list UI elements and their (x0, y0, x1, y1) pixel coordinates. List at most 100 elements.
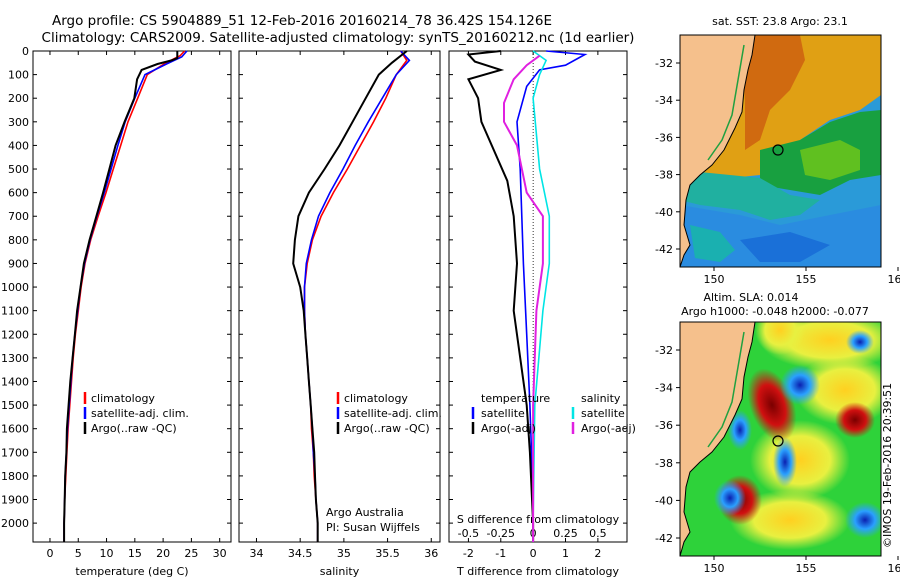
series-s-argo-adj- (504, 56, 543, 542)
diff-legend-s-argo: Argo(-adj) (581, 422, 636, 435)
x-tick-label: 10 (100, 547, 114, 560)
y-tick-label: 900 (8, 257, 29, 270)
x-tick-label: 0 (46, 547, 53, 560)
sst-map-title: sat. SST: 23.8 Argo: 23.1 (712, 15, 848, 28)
top-tick-label: 0.5 (589, 527, 607, 540)
x-tick-label: -1 (495, 547, 506, 560)
top-tick-label: -0.25 (487, 527, 515, 540)
sal-legend-satellite: satellite-adj. clim. (344, 407, 442, 420)
y-tick-label: 700 (8, 210, 29, 223)
series-satellite (64, 51, 187, 542)
x-tick-label: 5 (75, 547, 82, 560)
lat-tick-label: -36 (655, 419, 673, 432)
y-tick-label: 1100 (1, 305, 29, 318)
y-tick-label: 800 (8, 234, 29, 247)
lat-tick-label: -32 (655, 344, 673, 357)
credit-pi: PI: Susan Wijffels (326, 521, 420, 534)
lat-tick-label: -40 (655, 494, 673, 507)
x-axis-label: salinity (320, 565, 360, 578)
x-tick-label: 20 (156, 547, 170, 560)
y-tick-label: 400 (8, 139, 29, 152)
salinity-panel: 34 34.5 35 35.5 36 salinity (239, 51, 440, 578)
sla-map-title-1: Altim. SLA: 0.014 (703, 291, 798, 304)
sla-map: Altim. SLA: 0.014 Argo h1000: -0.048 h20… (655, 291, 900, 575)
y-tick-label: 2000 (1, 517, 29, 530)
x-tick-label: 35 (337, 547, 351, 560)
x-tick-label: 1 (562, 547, 569, 560)
series-t-argo-adj- (468, 51, 533, 542)
x-tick-label: -2 (463, 547, 474, 560)
y-tick-label: 1000 (1, 281, 29, 294)
y-tick-label: 100 (8, 69, 29, 82)
salinity-legend: climatology satellite-adj. clim. Argo(..… (338, 392, 442, 435)
lat-tick-label: -42 (655, 532, 673, 545)
lon-tick-label: 155 (796, 562, 817, 575)
x-axis-label: T difference from climatology (456, 565, 619, 578)
x-tick-label: 30 (213, 547, 227, 560)
sla-map-title-2: Argo h1000: -0.048 h2000: -0.077 (681, 305, 869, 318)
x-tick-label: 0 (530, 547, 537, 560)
series-argo (293, 51, 407, 542)
series-satellite (305, 51, 410, 542)
panel-frame (33, 51, 231, 542)
sst-map: sat. SST: 23.8 Argo: 23.1 -32-34-36-38-4… (655, 15, 900, 286)
sal-legend-climatology: climatology (344, 392, 408, 405)
x-tick-label: 34 (249, 547, 263, 560)
y-tick-label: 1400 (1, 375, 29, 388)
y-tick-label: 500 (8, 163, 29, 176)
lon-tick-label: 160 (888, 273, 900, 286)
panel-frame (239, 51, 440, 542)
diff-legend-temperature: temperature (481, 392, 550, 405)
sal-legend-argo: Argo(..raw -QC) (344, 422, 430, 435)
difference-legend: temperature satellite Argo(-adj) salinit… (473, 392, 636, 435)
x-tick-label: 36 (424, 547, 438, 560)
y-tick-label: 1500 (1, 399, 29, 412)
y-tick-label: 1200 (1, 328, 29, 341)
series-s-satellite (533, 51, 549, 542)
y-tick-label: 1600 (1, 423, 29, 436)
y-tick-label: 1900 (1, 494, 29, 507)
lat-tick-label: -42 (655, 243, 673, 256)
legend-satellite: satellite-adj. clim. (91, 407, 189, 420)
lon-tick-label: 160 (888, 562, 900, 575)
diff-legend-s-satellite: satellite (581, 407, 625, 420)
lon-tick-label: 155 (796, 273, 817, 286)
title-line-2: Climatology: CARS2009. Satellite-adjuste… (42, 30, 635, 46)
y-tick-label: 600 (8, 187, 29, 200)
y-tick-label: 300 (8, 116, 29, 129)
lat-tick-label: -38 (655, 457, 673, 470)
x-tick-label: 25 (184, 547, 198, 560)
temperature-legend: climatology satellite-adj. clim. Argo(..… (85, 392, 189, 435)
y-tick-label: 1300 (1, 352, 29, 365)
diff-legend-salinity: salinity (581, 392, 621, 405)
top-tick-label: 0.25 (553, 527, 578, 540)
lat-tick-label: -34 (655, 94, 673, 107)
difference-panel: -2 -1 0 1 2 T difference from climatology -0.5… (449, 51, 627, 578)
x-tick-label: 35.5 (375, 547, 400, 560)
x-tick-label: 34.5 (288, 547, 313, 560)
lon-tick-label: 150 (704, 562, 725, 575)
legend-climatology: climatology (91, 392, 155, 405)
top-axis-label: S difference from climatology (457, 513, 620, 526)
lat-tick-label: -38 (655, 169, 673, 182)
credit-org: Argo Australia (326, 506, 404, 519)
legend-argo: Argo(..raw -QC) (91, 422, 177, 435)
diff-legend-t-satellite: satellite (481, 407, 525, 420)
x-axis-label: temperature (deg C) (75, 565, 188, 578)
diff-legend-t-argo: Argo(-adj) (481, 422, 536, 435)
title-line-1: Argo profile: CS 5904889_51 12-Feb-2016 … (52, 13, 552, 29)
series-argo (64, 51, 177, 542)
y-tick-label: 1700 (1, 446, 29, 459)
lon-tick-label: 150 (704, 273, 725, 286)
lat-tick-label: -40 (655, 206, 673, 219)
y-tick-label: 200 (8, 92, 29, 105)
series-t-satellite (517, 51, 585, 542)
y-tick-label: 1800 (1, 470, 29, 483)
top-tick-label: -0.5 (458, 527, 479, 540)
lat-tick-label: -32 (655, 57, 673, 70)
y-tick-label: 0 (22, 45, 29, 58)
series-climatology (305, 51, 407, 542)
x-tick-label: 2 (594, 547, 601, 560)
